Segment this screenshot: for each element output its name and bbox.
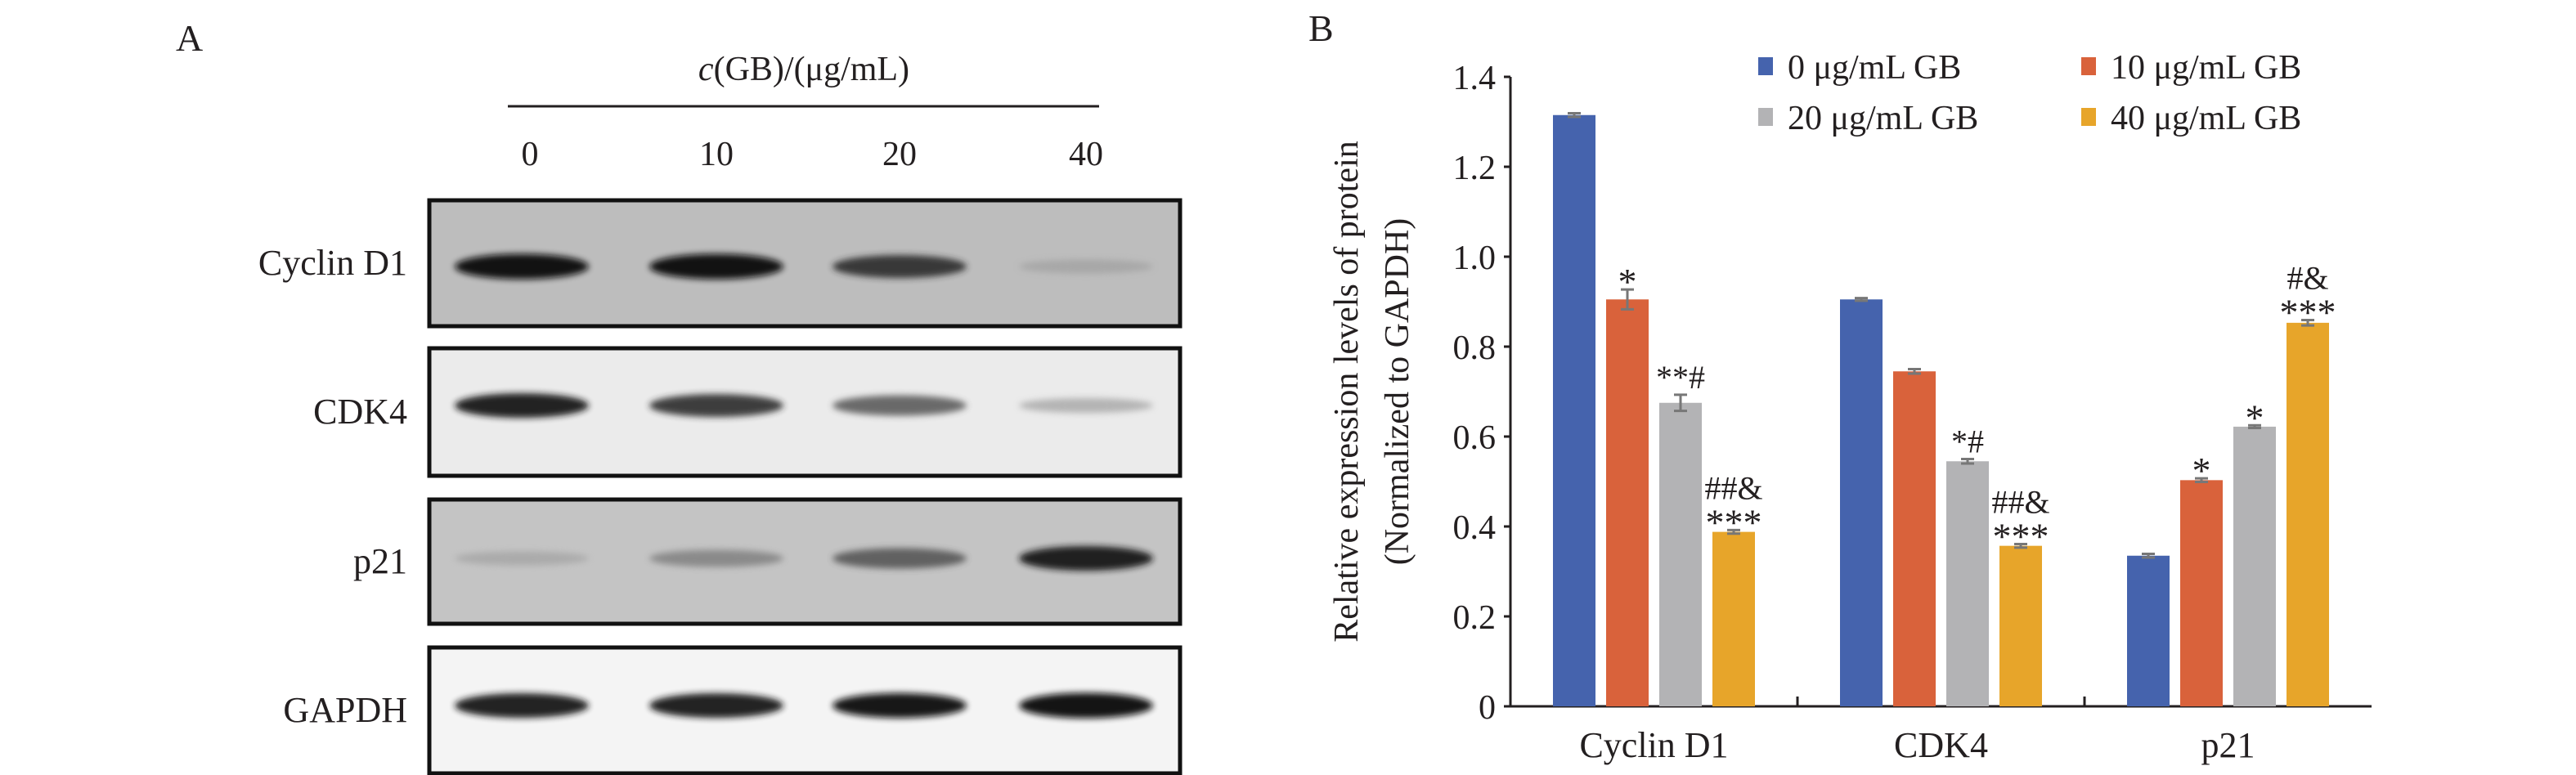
error-bar [1621,288,1634,311]
blot-row-label: GAPDH [283,690,407,730]
x-tick-label: p21 [2201,725,2255,765]
significance-label: *** [1706,501,1762,543]
error-bar [1961,458,1974,465]
bar [1712,531,1755,706]
bar [1840,299,1883,706]
x-tick-label: CDK4 [1894,725,1988,765]
error-bar [1727,528,1740,535]
blot-row-label: p21 [353,541,407,581]
y-tick-label: 0.6 [1453,419,1497,457]
significance-label: *** [1993,515,2049,557]
error-bar [1674,393,1687,413]
significance-label: **# [1656,359,1705,396]
legend-item: 10 μg/mL GB [2081,49,2301,87]
significance-label: ##& [1991,483,2049,520]
bar [1893,371,1936,706]
concentration-title: c(GB)/(μg/mL) [698,51,909,88]
blot-row: p21 [353,497,1183,626]
legend-swatch [2081,108,2096,126]
y-axis-label-line2: (Normalized to GAPDH) [1379,218,1416,566]
concentration-title-unit: (GB)/(μg/mL) [714,51,909,88]
legend-label: 0 μg/mL GB [1788,49,1961,87]
significance-label: * [1618,261,1637,302]
legend-item: 20 μg/mL GB [1758,100,1978,137]
protein-band [455,693,589,718]
legend-swatch [1758,57,1773,75]
legend-swatch [1758,108,1773,126]
y-tick-label: 1.4 [1453,60,1497,97]
bar [1606,299,1649,706]
y-tick-label: 0 [1479,689,1496,727]
western-blot-panel: A c(GB)/(μg/mL) 0 10 20 40 Cyclin D1 CDK4 p21… [176,17,1183,775]
protein-band [649,549,783,567]
significance-label: * [2192,450,2211,491]
significance-label: * [2246,396,2264,438]
y-tick-label: 1.0 [1453,240,1497,277]
bar [2233,426,2276,706]
error-bar [2014,542,2027,549]
protein-band [455,551,589,566]
concentration-title-symbol: c [698,51,714,88]
legend-item: 0 μg/mL GB [1758,49,1961,87]
bar [1999,545,2042,706]
legend-label: 20 μg/mL GB [1788,100,1978,137]
bar [2180,480,2223,706]
y-tick-label: 1.2 [1453,150,1497,187]
blot-row: CDK4 [313,346,1183,478]
protein-band [649,253,783,280]
significance-label: ##& [1704,469,1762,506]
panel-b-label: B [1308,7,1334,49]
lane-label: 0 [522,136,539,173]
error-bar [2301,319,2314,327]
protein-band [649,394,783,417]
protein-band [832,255,967,278]
blot-row-label: CDK4 [313,392,407,432]
y-tick-label: 0.4 [1453,509,1497,547]
lane-label: 10 [699,136,734,173]
protein-band [832,548,967,569]
protein-band [455,253,589,280]
bar-chart-panel: B Relative expression levels of protein … [1308,7,2372,765]
protein-band [832,692,967,719]
error-bar [1568,112,1581,119]
blot-row: GAPDH [283,645,1183,775]
blot-row-label: Cyclin D1 [258,243,407,283]
y-tick-label: 0.2 [1453,599,1497,637]
protein-band [1019,692,1153,719]
error-bar [2195,477,2208,484]
blot-row: Cyclin D1 [258,198,1183,329]
legend-swatch [2081,57,2096,75]
significance-label: *** [2280,292,2336,334]
protein-band [649,693,783,718]
bar [1659,402,1702,706]
protein-band [832,395,967,416]
significance-label: *# [1951,423,1984,460]
protein-band [455,393,589,418]
panel-a-label: A [176,17,203,59]
protein-band [1019,259,1153,274]
lane-label: 20 [882,136,917,173]
error-bar [1908,368,1921,375]
legend-label: 40 μg/mL GB [2111,100,2301,137]
error-bar [2142,553,2155,559]
legend-label: 10 μg/mL GB [2111,49,2301,87]
error-bar [2248,423,2261,430]
significance-label: #& [2287,260,2328,297]
x-tick-label: Cyclin D1 [1579,725,1728,765]
y-axis-label-line1: Relative expression levels of protein [1328,141,1366,643]
y-tick-label: 0.8 [1453,329,1497,367]
bar [1553,114,1595,706]
protein-band [1019,398,1153,413]
protein-band [1019,546,1153,571]
bar [1946,461,1989,706]
error-bar [1855,297,1868,302]
bar [2287,322,2329,706]
legend-item: 40 μg/mL GB [2081,100,2301,137]
lane-label: 40 [1069,136,1103,173]
bar [2127,555,2170,706]
